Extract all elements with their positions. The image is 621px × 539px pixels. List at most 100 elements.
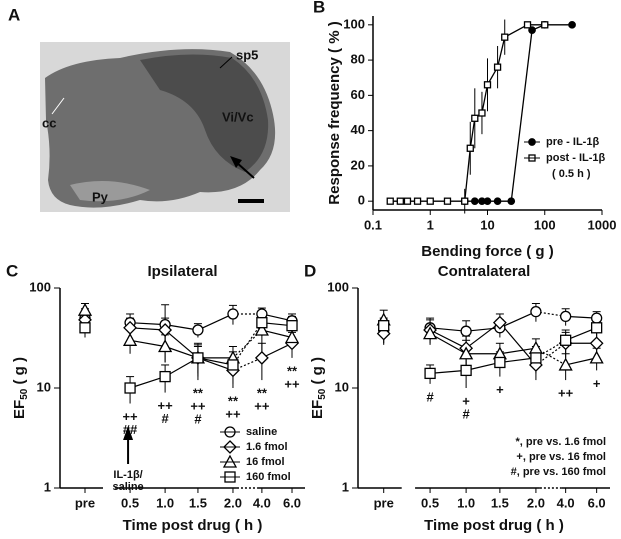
series-line — [429, 333, 467, 355]
marker — [124, 382, 136, 394]
marker — [159, 370, 171, 383]
marker — [122, 332, 138, 346]
panel-label: D — [304, 261, 316, 280]
series-line — [197, 357, 234, 371]
series-line — [261, 329, 293, 339]
series-line — [430, 369, 467, 374]
annotation: ** — [228, 393, 239, 408]
marker — [256, 317, 268, 329]
y-tick-label: 80 — [351, 52, 365, 67]
x-tick-label: 1.0 — [457, 495, 475, 510]
annotation: # — [161, 411, 169, 426]
x-tick-label: 1 — [427, 217, 434, 232]
series-line — [429, 329, 467, 349]
marker — [568, 20, 576, 29]
marker — [483, 81, 492, 89]
series-line — [565, 357, 597, 366]
x-tick-label: 6.0 — [283, 495, 301, 510]
x-axis-label: Bending force ( g ) — [421, 243, 554, 260]
marker — [422, 326, 438, 340]
marker — [541, 21, 549, 29]
x-axis-label: Time post drug ( h ) — [123, 517, 263, 534]
x-tick-label: 1.5 — [189, 495, 207, 510]
arrow-label: IL-1β/ — [113, 469, 142, 481]
marker — [192, 324, 204, 336]
y-axis-label: Response frequency ( % ) — [326, 21, 343, 204]
marker — [466, 144, 474, 152]
annotation: ++ — [190, 399, 206, 414]
x-tick-label: 100 — [534, 217, 556, 232]
annotation: # — [462, 406, 470, 421]
series-line — [466, 327, 500, 332]
annotation: + — [496, 382, 504, 397]
y-axis-label: EF50 ( g ) — [11, 357, 30, 419]
tissue-light — [70, 181, 150, 202]
x-tick-label: 0.1 — [364, 217, 382, 232]
arrow-head — [123, 426, 134, 440]
note: *, pre vs. 1.6 fmol — [516, 436, 606, 448]
y-tick-label: 60 — [351, 87, 365, 102]
legend-label: post - IL-1β — [546, 152, 606, 164]
scale-bar — [238, 199, 264, 203]
marker — [158, 323, 173, 337]
annotation: # — [194, 412, 202, 427]
marker — [396, 197, 404, 205]
marker — [158, 339, 173, 353]
x-tick-label: 0.5 — [121, 495, 139, 510]
annotation: ++ — [284, 376, 300, 391]
y-axis-label-part: EF — [309, 400, 326, 419]
marker — [471, 114, 479, 122]
annotation: ** — [257, 386, 268, 401]
annotation: + — [593, 376, 601, 391]
x-tick-label: 2.0 — [224, 495, 242, 510]
tissue-dark — [140, 54, 269, 172]
chart-title: Ipsilateral — [147, 263, 217, 280]
legend-note: ( 0.5 h ) — [552, 168, 591, 180]
marker — [478, 109, 486, 117]
marker — [493, 197, 502, 206]
annotation: ** — [193, 386, 204, 401]
arrow — [235, 161, 255, 179]
x-axis-label: Time post drug ( h ) — [424, 517, 564, 534]
marker — [559, 334, 572, 346]
x-tick-label: pre — [75, 495, 95, 510]
series-line — [129, 339, 166, 348]
marker — [426, 197, 434, 205]
annotation: cc — [42, 115, 56, 130]
y-tick-label: 20 — [351, 157, 365, 172]
note: +, pre vs. 16 fmol — [516, 451, 606, 463]
marker — [461, 197, 469, 205]
y-tick-label: 40 — [351, 122, 365, 137]
legend-label: saline — [246, 426, 277, 438]
marker — [590, 322, 603, 334]
marker — [528, 340, 544, 354]
marker — [559, 310, 572, 323]
series-line — [261, 342, 293, 359]
marker — [494, 356, 506, 369]
marker — [459, 346, 474, 360]
chart-title: Contralateral — [438, 263, 531, 280]
series-line — [465, 322, 501, 349]
y-axis-label-part: ( g ) — [309, 357, 326, 389]
marker — [589, 350, 604, 364]
marker — [254, 322, 269, 336]
marker — [378, 320, 390, 332]
series-line — [232, 322, 263, 366]
y-tick-label: 1 — [342, 479, 349, 494]
annotation: Py — [92, 189, 109, 204]
marker — [493, 63, 502, 71]
y-axis-label-part: EF — [11, 400, 28, 419]
marker — [286, 320, 298, 332]
annotation: sp5 — [236, 47, 258, 62]
marker — [443, 197, 452, 205]
marker — [79, 322, 91, 334]
marker — [403, 197, 412, 205]
annotation: ++ — [158, 398, 174, 413]
marker — [558, 357, 573, 371]
series-line — [430, 327, 467, 332]
y-tick-label: 0 — [358, 193, 365, 208]
x-tick-label: 2.0 — [527, 495, 545, 510]
x-tick-label: pre — [374, 495, 394, 510]
annotation: + — [462, 393, 470, 408]
